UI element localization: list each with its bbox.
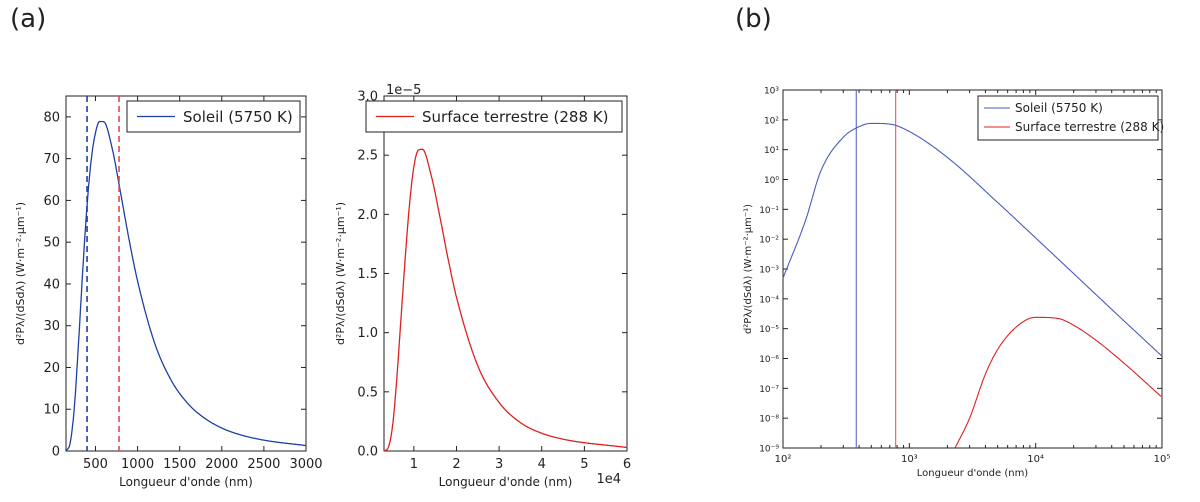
x-tick-label-a1: 2500 <box>247 457 280 472</box>
y-tick-label-a2: 0.5 <box>357 385 378 400</box>
x-tick-label-a1: 500 <box>83 457 108 472</box>
y-tick-label-a1: 70 <box>43 152 60 167</box>
y-tick-label-a1: 30 <box>43 319 60 334</box>
x-tick-label-b: 10⁵ <box>1154 454 1171 465</box>
y-tick-label-b: 10⁻⁴ <box>759 295 779 305</box>
y-tick-label-b: 10⁻³ <box>759 266 779 276</box>
y-tick-label-a1: 40 <box>43 277 60 292</box>
y-tick-label-b: 10² <box>764 116 779 126</box>
y-axis-label-a2: d²Pλ/(dSdλ) (W·m⁻²·μm⁻¹) <box>334 202 347 345</box>
y-tick-label-a1: 0 <box>52 445 60 460</box>
y-offset-label-a2: 1e−5 <box>386 83 421 98</box>
legend-b-box <box>977 95 1159 141</box>
legend-b-label-0: Soleil (5750 K) <box>1015 101 1103 115</box>
y-tick-label-a1: 20 <box>43 361 60 376</box>
series-line-b-0 <box>782 122 1163 357</box>
panel-label-a: (a) <box>10 4 47 34</box>
x-tick-label-a1: 1500 <box>163 457 196 472</box>
x-tick-label-b: 10³ <box>901 454 918 465</box>
legend-a2-label: Surface terrestre (288 K) <box>422 108 608 126</box>
y-tick-label-a1: 50 <box>43 236 60 251</box>
legend-a1-label: Soleil (5750 K) <box>183 108 293 126</box>
y-tick-label-b: 10⁻² <box>759 236 779 246</box>
y-tick-label-b: 10⁻⁶ <box>759 355 779 365</box>
x-tick-label-a2: 1 <box>410 457 418 472</box>
x-tick-label-a1: 3000 <box>289 457 322 472</box>
x-tick-label-a1: 2000 <box>205 457 238 472</box>
panel-label-b: (b) <box>735 4 772 34</box>
y-tick-label-b: 10⁻⁷ <box>759 385 779 395</box>
x-tick-label-a2: 4 <box>538 457 546 472</box>
y-tick-label-b: 10⁰ <box>764 176 779 186</box>
x-tick-label-a2: 2 <box>452 457 460 472</box>
plot-frame-a1 <box>65 95 307 452</box>
x-offset-label-a2: 1e4 <box>596 472 621 487</box>
x-tick-label-b: 10² <box>775 454 792 465</box>
y-tick-label-a2: 1.0 <box>357 326 378 341</box>
y-tick-label-a2: 0.0 <box>357 445 378 460</box>
x-axis-label-b: Longueur d'onde (nm) <box>917 468 1029 479</box>
y-tick-label-b: 10⁻⁸ <box>759 415 779 425</box>
y-tick-label-a2: 1.5 <box>357 267 378 282</box>
series-line-b-1 <box>954 316 1162 449</box>
y-tick-label-b: 10¹ <box>764 146 779 156</box>
series-line-soleil-a1 <box>65 120 307 452</box>
x-axis-label-a1: Longueur d'onde (nm) <box>119 475 253 489</box>
y-tick-label-a1: 10 <box>43 403 60 418</box>
y-axis-label-b: d²Pλ/(dSdλ) (W·m⁻²·μm⁻¹) <box>743 204 754 334</box>
plot-frame-b <box>782 89 1163 449</box>
x-tick-label-a2: 6 <box>623 457 631 472</box>
y-axis-label-a1: d²Pλ/(dSdλ) (W·m⁻²·μm⁻¹) <box>14 202 27 345</box>
y-tick-label-a1: 60 <box>43 194 60 209</box>
x-tick-label-a2: 3 <box>495 457 503 472</box>
y-tick-label-a2: 2.0 <box>357 208 378 223</box>
y-tick-label-a2: 2.5 <box>357 149 378 164</box>
y-tick-label-b: 10⁻⁹ <box>759 445 779 455</box>
x-tick-label-a1: 1000 <box>121 457 154 472</box>
x-tick-label-b: 10⁴ <box>1027 454 1044 465</box>
y-tick-label-b: 10³ <box>764 87 779 97</box>
x-axis-label-a2: Longueur d'onde (nm) <box>439 475 573 489</box>
legend-b-label-1: Surface terrestre (288 K) <box>1015 120 1164 134</box>
y-tick-label-b: 10⁻¹ <box>759 206 779 216</box>
x-tick-label-a2: 5 <box>580 457 588 472</box>
series-line-terre-a2 <box>383 148 627 452</box>
y-tick-label-a1: 80 <box>43 110 60 125</box>
y-tick-label-b: 10⁻⁵ <box>759 325 779 335</box>
